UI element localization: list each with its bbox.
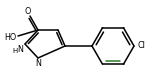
Text: N: N (35, 58, 41, 67)
Text: Cl: Cl (137, 41, 145, 51)
Text: H: H (12, 48, 18, 54)
Text: HO: HO (4, 34, 16, 42)
Text: O: O (25, 6, 31, 15)
Text: N: N (17, 46, 23, 55)
